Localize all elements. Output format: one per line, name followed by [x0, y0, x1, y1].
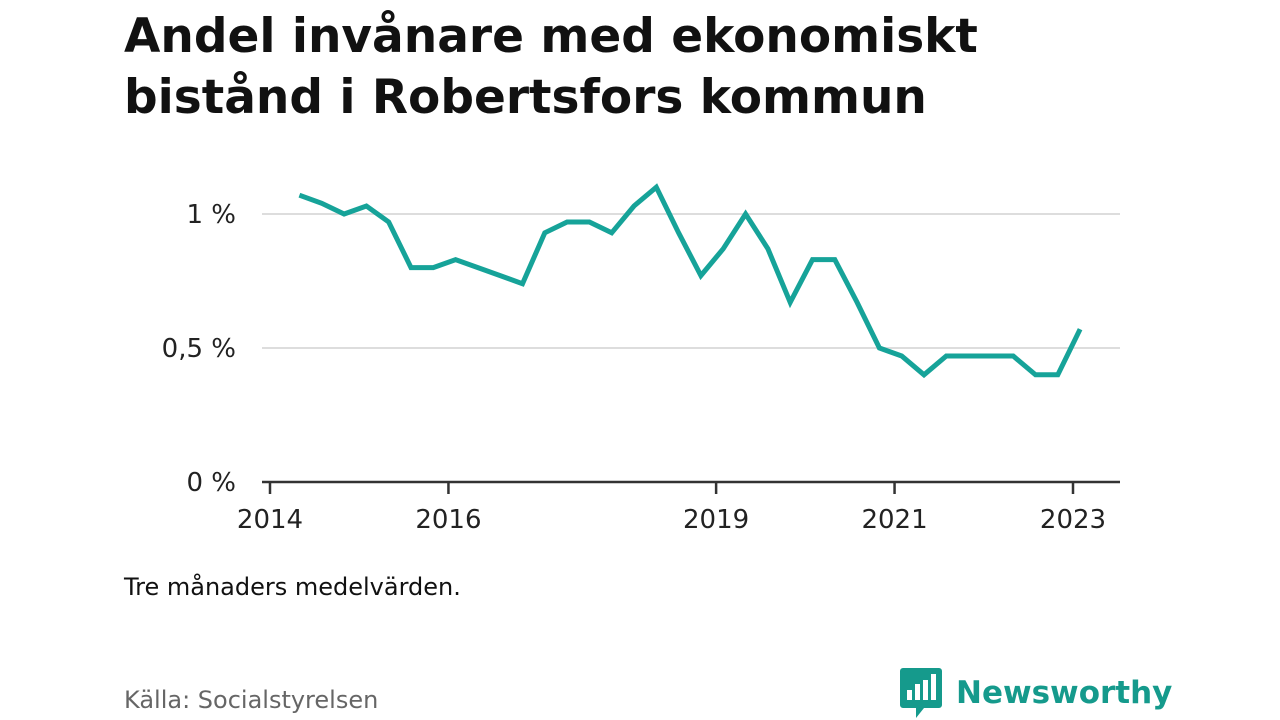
brand-logo: Newsworthy: [900, 668, 1172, 718]
y-tick-label: 0 %: [186, 468, 236, 498]
series: [298, 183, 1083, 379]
newsworthy-logo-icon: [900, 668, 942, 718]
x-axis: 2014 2016 2019 2021 2023: [237, 480, 1120, 535]
y-tick-label: 0,5 %: [162, 334, 236, 364]
chart-note: Tre månaders medelvärden.: [124, 573, 461, 601]
y-tick-label: 1 %: [186, 200, 236, 230]
chart-title: Andel invånare med ekonomiskt bistånd i …: [124, 9, 978, 125]
brand-name: Newsworthy: [956, 674, 1173, 711]
x-tick-label: 2019: [683, 505, 749, 535]
series-line: [298, 183, 1083, 379]
grid-lines: [262, 213, 1120, 349]
source-text: Källa: Socialstyrelsen: [124, 686, 379, 714]
x-tick-label: 2021: [861, 505, 927, 535]
y-axis: 0 % 0,5 % 1 %: [162, 200, 236, 498]
x-tick-label: 2014: [237, 505, 303, 535]
x-tick-label: 2016: [415, 505, 481, 535]
x-tick-label: 2023: [1040, 505, 1106, 535]
